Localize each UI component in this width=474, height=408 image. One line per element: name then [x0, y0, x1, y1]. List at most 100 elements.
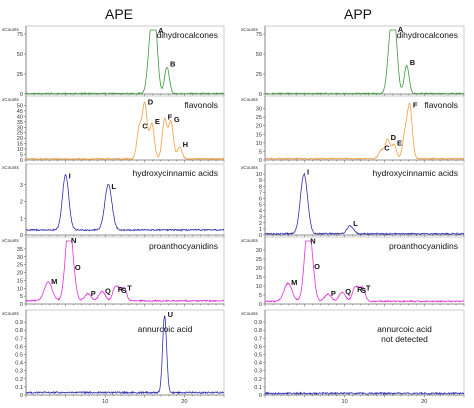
y-tick-label: 15 — [17, 142, 23, 148]
y-tick-label: 50 — [17, 52, 23, 58]
y-tick-label: 7 — [259, 190, 262, 196]
y-tick-label: 0 — [259, 92, 262, 98]
peak-label: D — [148, 97, 154, 106]
column-title-app: APP — [344, 6, 372, 22]
y-tick-label: 0.9 — [15, 320, 23, 326]
x-tick-label: 20 — [181, 399, 187, 405]
y-tick-label: 2 — [259, 221, 262, 227]
peak-label: A — [398, 25, 404, 34]
y-tick-label: 0.9 — [254, 320, 262, 326]
panel-annotation: flavonols — [184, 100, 218, 110]
y-tick-label: 0.5 — [254, 353, 262, 359]
y-tick-label: 10 — [17, 286, 23, 292]
y-tick-label: 0 — [259, 302, 262, 308]
peak-label: B — [410, 58, 416, 67]
y-tick-label: 50 — [256, 52, 262, 58]
peak-label: P — [91, 289, 96, 298]
peak-label: S — [122, 286, 127, 295]
y-axis-label: xCounts — [2, 311, 20, 316]
y-tick-label: 2 — [20, 200, 23, 206]
peak-label: E — [397, 138, 402, 147]
y-tick-label: 20 — [17, 136, 23, 142]
peak-label: H — [183, 140, 188, 149]
y-tick-label: 20 — [256, 124, 262, 130]
y-tick-label: 0 — [259, 158, 262, 164]
y-axis-label: xCounts — [241, 97, 259, 102]
x-tick-label: 10 — [341, 399, 347, 405]
y-axis-label: xCounts — [241, 27, 259, 32]
y-tick-label: 0 — [20, 92, 23, 98]
x-tick-label: 10 — [102, 399, 108, 405]
y-tick-label: 30 — [256, 107, 262, 113]
y-tick-label: 9 — [259, 178, 262, 184]
y-tick-label: 15 — [17, 278, 23, 284]
peak-label: O — [314, 262, 320, 271]
y-tick-label: 45 — [17, 109, 23, 115]
peak-label: N — [310, 237, 315, 246]
peak-label: G — [174, 115, 180, 124]
y-tick-label: 0.1 — [254, 385, 262, 391]
y-tick-label: 25 — [256, 115, 262, 121]
peak-label: T — [127, 283, 132, 292]
y-tick-label: 0 — [259, 233, 262, 239]
peak-label: B — [170, 60, 176, 69]
peak-label: M — [291, 278, 297, 287]
chromatogram-trace — [25, 173, 225, 232]
chromatogram-trace — [264, 391, 465, 396]
y-tick-label: 0 — [20, 233, 23, 239]
peak-label: C — [142, 121, 148, 130]
column-title-ape: APE — [105, 6, 133, 22]
y-tick-label: 75 — [256, 32, 262, 38]
chromatogram-trace — [264, 172, 465, 236]
y-tick-label: 0.4 — [254, 361, 262, 367]
y-tick-label: 0.4 — [15, 361, 23, 367]
y-tick-label: 0.8 — [254, 328, 262, 334]
chromatogram-trace — [25, 29, 225, 95]
y-axis-label: xCounts — [2, 97, 20, 102]
chromatogram-panel: xCounts 0 0.1 0.2 0.3 0.4 0.5 0.6 0.7 0.8 0.9 10 20 U… — [2, 309, 225, 405]
y-tick-label: 15 — [256, 275, 262, 281]
y-tick-label: 10 — [256, 141, 262, 147]
y-tick-label: 25 — [256, 72, 262, 78]
panel-annotation: proanthocyanidins — [389, 241, 458, 251]
y-tick-label: 3 — [259, 215, 262, 221]
y-tick-label: 3 — [20, 183, 23, 189]
y-tick-label: 0.3 — [15, 369, 23, 375]
y-tick-label: 25 — [17, 72, 23, 78]
peak-label: E — [155, 117, 160, 126]
y-tick-label: 5 — [259, 293, 262, 299]
y-tick-label: 25 — [256, 257, 262, 263]
y-tick-label: 10 — [256, 172, 262, 178]
y-tick-label: 30 — [17, 125, 23, 131]
peak-label: C — [384, 143, 390, 152]
peak-label: Q — [345, 287, 351, 296]
y-tick-label: 0.7 — [254, 336, 262, 342]
y-tick-label: 10 — [17, 147, 23, 153]
y-tick-label: 35 — [17, 120, 23, 126]
y-tick-label: 0 — [20, 302, 23, 308]
y-tick-label: 15 — [256, 132, 262, 138]
y-tick-label: 10 — [256, 284, 262, 290]
y-tick-label: 0.5 — [15, 353, 23, 359]
y-tick-label: 50 — [17, 103, 23, 109]
y-tick-label: 8 — [259, 184, 262, 190]
chromatogram-trace — [25, 101, 225, 161]
y-tick-label: 25 — [17, 131, 23, 137]
peak-label: I — [307, 167, 309, 176]
y-tick-label: 0.3 — [254, 369, 262, 375]
y-tick-label: 20 — [256, 266, 262, 272]
y-tick-label: 0.7 — [15, 336, 23, 342]
y-tick-label: 0 — [20, 158, 23, 164]
y-tick-label: 35 — [17, 247, 23, 253]
peak-label: R — [118, 285, 124, 294]
y-tick-label: 25 — [17, 263, 23, 269]
y-tick-label: 0.2 — [254, 377, 262, 383]
panel-annotation-secondary: not detected — [381, 334, 428, 344]
y-axis-label: xCounts — [241, 165, 259, 170]
y-axis-label: xCounts — [2, 27, 20, 32]
y-tick-label: 0.1 — [15, 385, 23, 391]
